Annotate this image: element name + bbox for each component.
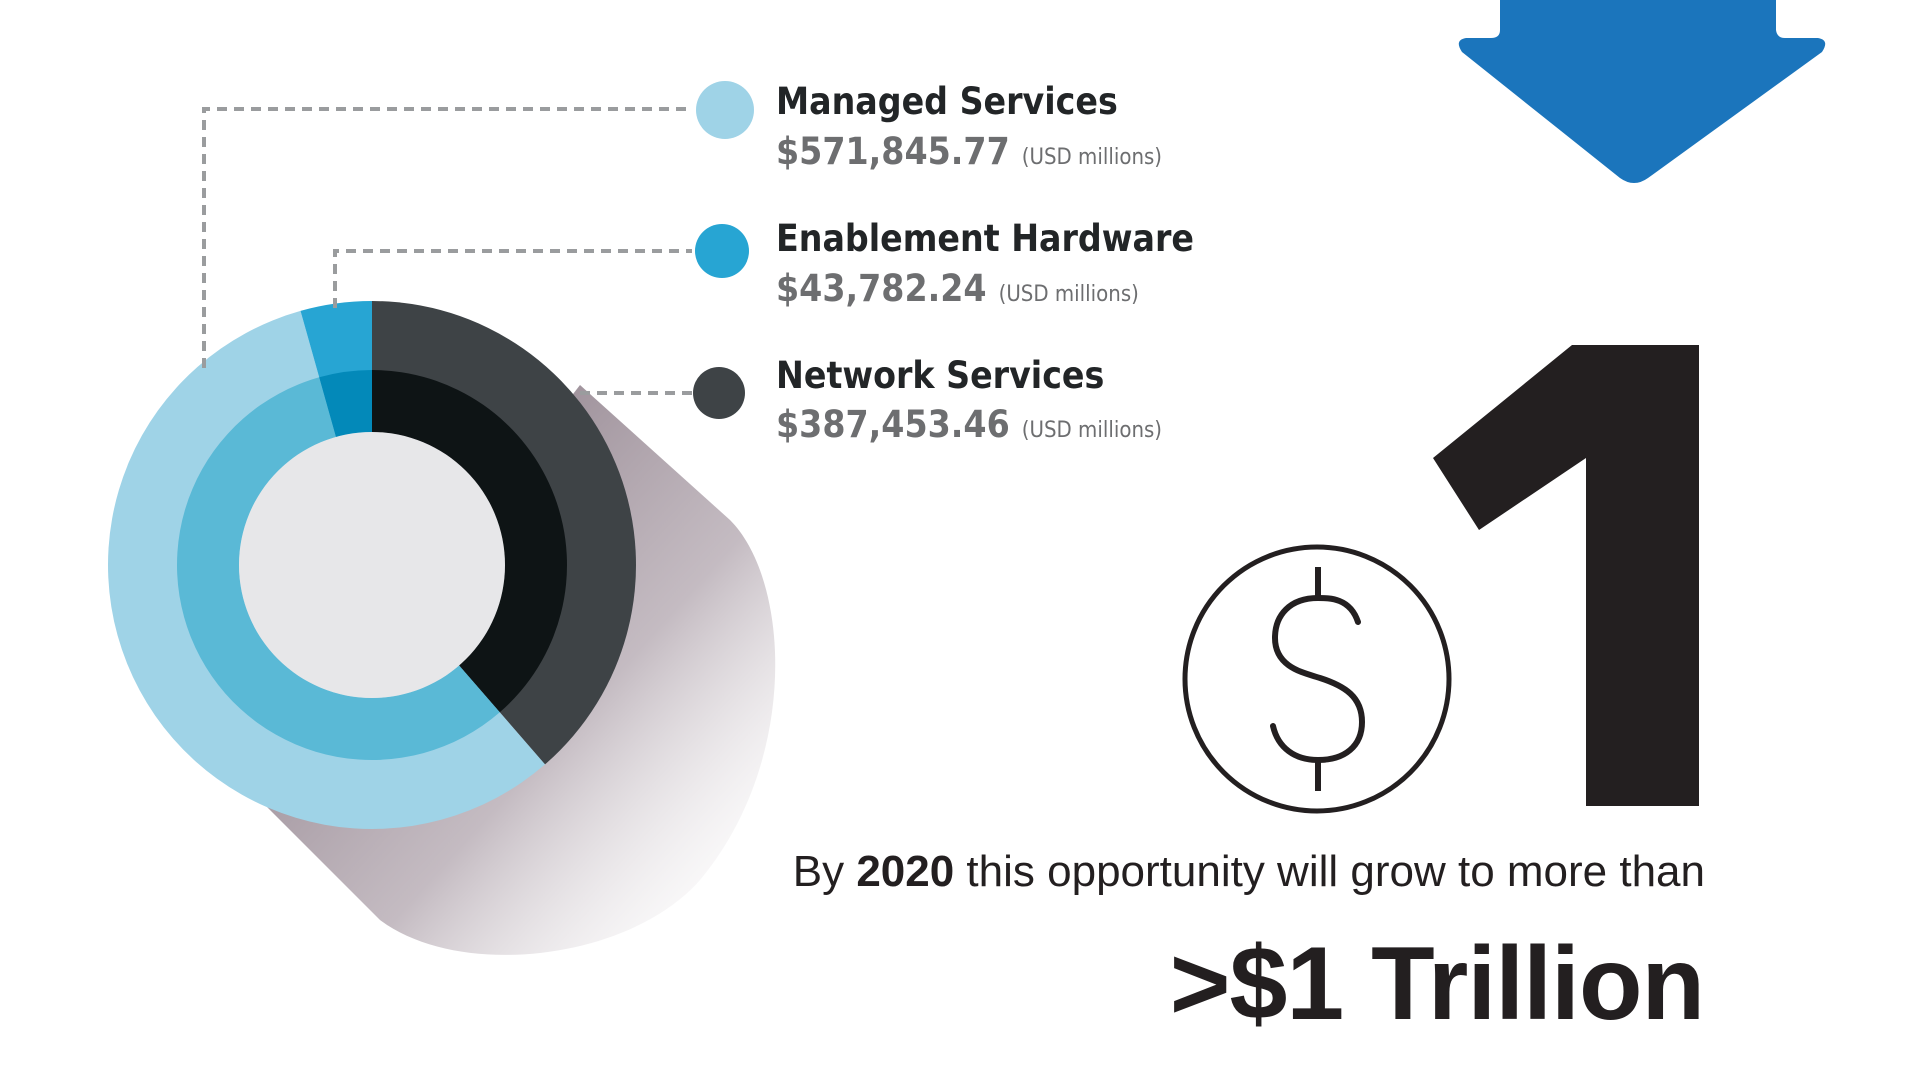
legend-swatch-enablement-hardware xyxy=(695,224,749,278)
leader-line-enablement-hardware xyxy=(333,249,692,308)
leader-line-managed-services xyxy=(202,107,692,368)
big-one-glyph xyxy=(1433,345,1699,806)
unit-text: (USD millions) xyxy=(1021,418,1163,443)
legend-swatch-network-services xyxy=(693,367,745,419)
unit-text: (USD millions) xyxy=(1021,145,1163,170)
dollar-circle-icon xyxy=(1182,544,1452,814)
caption-pre: By xyxy=(792,847,857,896)
value-text: $571,845.77 xyxy=(776,130,1010,173)
inner-slice-managed-services xyxy=(176,377,500,761)
inner-slice-enablement-hardware xyxy=(319,370,372,437)
growth-caption: By 2020 this opportunity will grow to mo… xyxy=(793,850,1705,894)
caption-post: this opportunity will grow to more than xyxy=(954,847,1705,896)
legend-label-managed-services: Managed Services xyxy=(776,80,1118,123)
legend-label-network-services: Network Services xyxy=(776,354,1105,397)
legend-label-enablement-hardware: Enablement Hardware xyxy=(776,217,1194,260)
legend-value-network-services: $387,453.46 (USD millions) xyxy=(776,406,1162,443)
caption-year: 2020 xyxy=(856,847,955,896)
donut-center xyxy=(239,432,505,698)
value-text: $43,782.24 xyxy=(776,267,987,310)
value-text: $387,453.46 xyxy=(776,403,1010,446)
legend-swatch-managed-services xyxy=(696,81,754,139)
legend-value-managed-services: $571,845.77 (USD millions) xyxy=(776,133,1162,170)
arrow-down-icon xyxy=(1458,0,1826,183)
unit-text: (USD millions) xyxy=(998,282,1139,307)
inner-slice-network-services xyxy=(372,370,567,713)
legend-value-enablement-hardware: $43,782.24 (USD millions) xyxy=(776,270,1139,307)
donut-inner-ring xyxy=(176,370,567,761)
total-headline: >$1 Trillion xyxy=(1169,926,1705,1042)
